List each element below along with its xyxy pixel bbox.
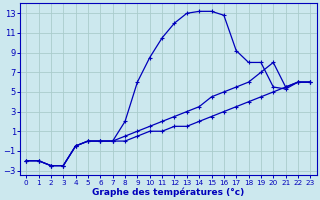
- X-axis label: Graphe des températures (°c): Graphe des températures (°c): [92, 187, 244, 197]
